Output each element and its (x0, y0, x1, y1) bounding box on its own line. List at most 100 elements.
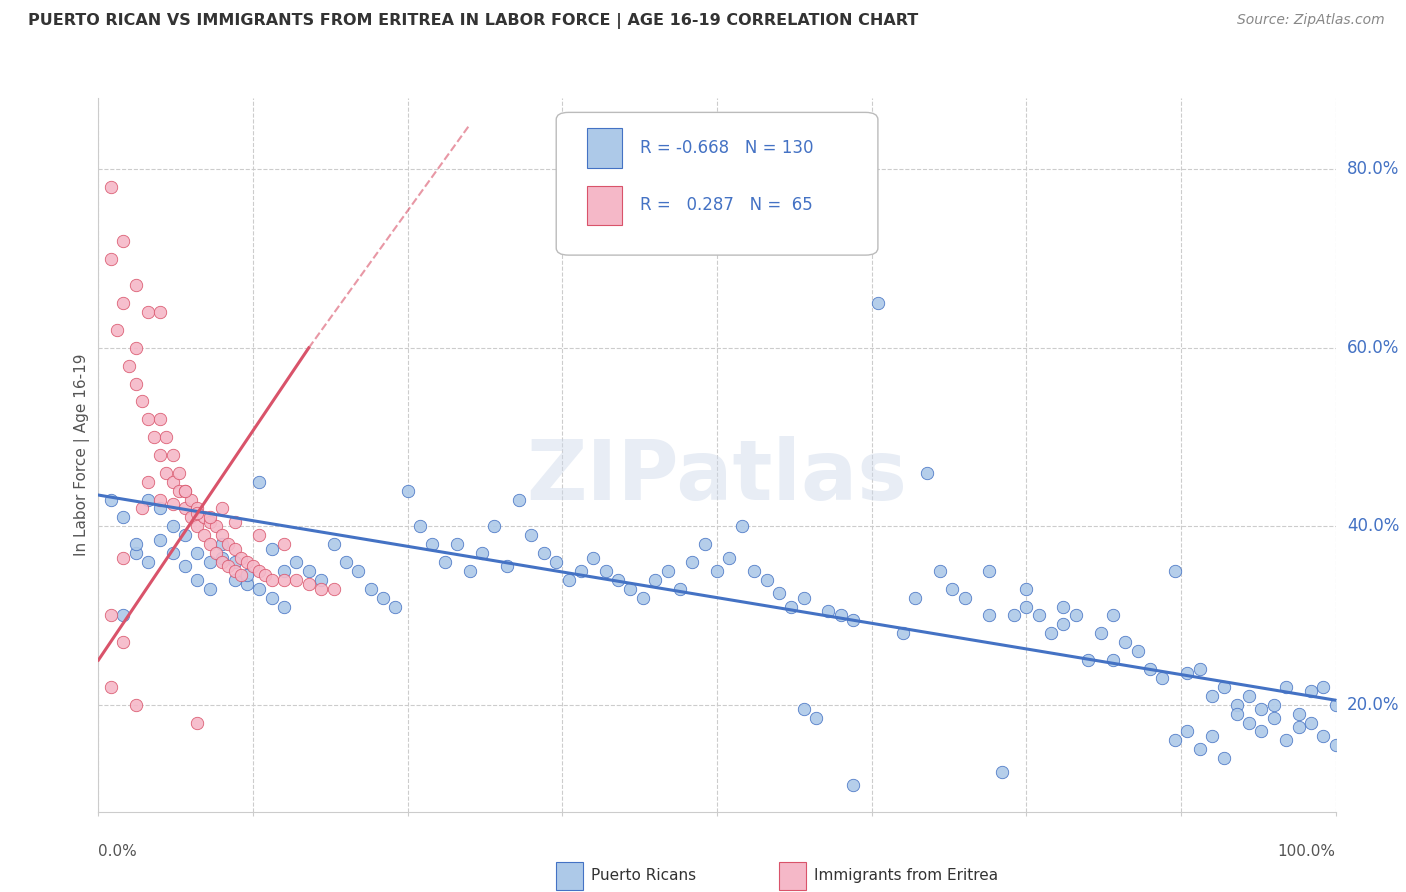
Point (1237, 689, 1260, 703)
Point (1312, 680, 1334, 694)
Point (1164, 564, 1187, 578)
Point (309, 582, 332, 596)
Point (1263, 711, 1285, 725)
Point (236, 577, 259, 591)
Point (162, 497, 184, 511)
Point (162, 546, 184, 560)
Point (1102, 608, 1125, 623)
Point (205, 519, 228, 533)
Point (136, 475, 159, 489)
Text: R =   0.287   N =  65: R = 0.287 N = 65 (640, 196, 813, 214)
Point (1288, 720, 1310, 734)
Point (236, 568, 259, 582)
Point (124, 537, 146, 551)
Point (1139, 662, 1161, 676)
Point (1002, 608, 1025, 623)
Point (1064, 608, 1087, 623)
Point (1164, 733, 1187, 747)
Point (180, 492, 202, 507)
Point (322, 582, 344, 596)
Point (273, 537, 295, 551)
Point (273, 599, 295, 614)
Point (742, 564, 765, 578)
Point (533, 546, 555, 560)
Point (193, 528, 215, 542)
Point (731, 519, 754, 533)
Point (546, 555, 568, 569)
Point (217, 537, 239, 551)
Point (979, 608, 1001, 623)
Point (131, 394, 153, 409)
Point (100, 252, 122, 266)
Point (298, 577, 321, 591)
Point (917, 466, 939, 480)
Point (143, 430, 166, 444)
Point (224, 573, 246, 587)
Point (446, 537, 468, 551)
Point (162, 519, 184, 533)
Point (1175, 666, 1198, 681)
Point (100, 608, 122, 623)
Point (100, 180, 122, 194)
Point (557, 573, 579, 587)
Point (322, 537, 344, 551)
Point (1226, 706, 1249, 721)
Point (371, 591, 394, 605)
Point (1312, 729, 1334, 743)
Point (1126, 644, 1149, 658)
Text: 80.0%: 80.0% (1347, 161, 1399, 178)
Point (124, 698, 146, 712)
Point (136, 412, 159, 426)
Text: ZIPatlas: ZIPatlas (527, 436, 907, 516)
Point (693, 537, 716, 551)
Point (180, 510, 202, 524)
Point (1275, 680, 1298, 694)
Point (941, 582, 963, 596)
Point (793, 591, 815, 605)
Point (396, 483, 419, 498)
Text: 20.0%: 20.0% (1347, 696, 1399, 714)
Point (155, 466, 177, 480)
Point (1052, 599, 1074, 614)
Point (953, 591, 976, 605)
Point (174, 483, 197, 498)
Point (1201, 689, 1223, 703)
Point (384, 599, 406, 614)
Point (211, 528, 233, 542)
Point (842, 613, 865, 627)
Point (167, 466, 190, 480)
Point (928, 564, 950, 578)
Point (118, 359, 141, 373)
FancyBboxPatch shape (779, 862, 806, 890)
Point (217, 559, 239, 574)
Text: PUERTO RICAN VS IMMIGRANTS FROM ERITREA IN LABOR FORCE | AGE 16-19 CORRELATION C: PUERTO RICAN VS IMMIGRANTS FROM ERITREA … (28, 13, 918, 29)
Point (124, 546, 146, 560)
Point (990, 764, 1012, 779)
Point (105, 323, 128, 337)
Point (644, 573, 666, 587)
Point (224, 515, 246, 529)
Text: Puerto Ricans: Puerto Ricans (591, 869, 696, 883)
Point (136, 555, 159, 569)
Point (458, 564, 481, 578)
Point (273, 564, 295, 578)
Point (1299, 715, 1322, 730)
Point (149, 412, 172, 426)
Text: 60.0%: 60.0% (1347, 339, 1399, 357)
Point (631, 591, 654, 605)
Point (174, 528, 197, 542)
Point (1237, 715, 1260, 730)
Point (1213, 751, 1236, 765)
Text: 40.0%: 40.0% (1347, 517, 1399, 535)
Point (1040, 626, 1063, 640)
Point (285, 555, 308, 569)
Point (1077, 653, 1099, 667)
Point (112, 550, 135, 565)
Point (254, 568, 277, 582)
Point (1288, 706, 1310, 721)
Point (124, 376, 146, 391)
Text: R = -0.668   N = 130: R = -0.668 N = 130 (640, 139, 814, 157)
Point (335, 555, 357, 569)
Point (1263, 698, 1285, 712)
Point (167, 483, 190, 498)
